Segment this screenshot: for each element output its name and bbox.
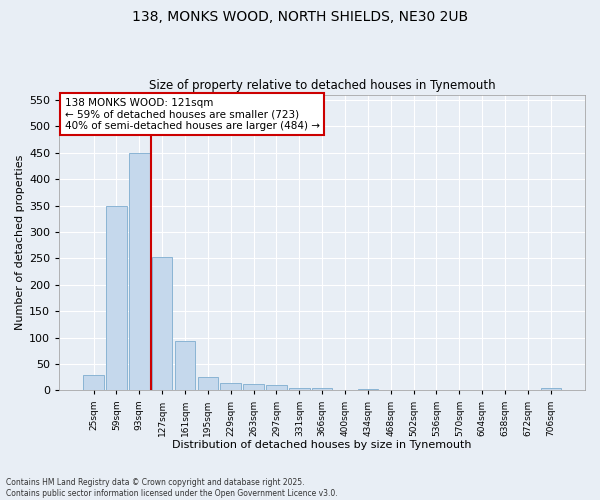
Y-axis label: Number of detached properties: Number of detached properties xyxy=(15,155,25,330)
Bar xyxy=(266,385,287,390)
Bar xyxy=(83,374,104,390)
Text: 138, MONKS WOOD, NORTH SHIELDS, NE30 2UB: 138, MONKS WOOD, NORTH SHIELDS, NE30 2UB xyxy=(132,10,468,24)
Title: Size of property relative to detached houses in Tynemouth: Size of property relative to detached ho… xyxy=(149,79,496,92)
Bar xyxy=(289,388,310,390)
Bar xyxy=(220,382,241,390)
Bar xyxy=(358,389,378,390)
Bar xyxy=(152,257,172,390)
Bar xyxy=(197,376,218,390)
Bar xyxy=(541,388,561,390)
Bar xyxy=(175,342,195,390)
Text: Contains HM Land Registry data © Crown copyright and database right 2025.
Contai: Contains HM Land Registry data © Crown c… xyxy=(6,478,338,498)
Bar xyxy=(243,384,264,390)
X-axis label: Distribution of detached houses by size in Tynemouth: Distribution of detached houses by size … xyxy=(172,440,472,450)
Bar xyxy=(129,152,149,390)
Bar xyxy=(312,388,332,390)
Text: 138 MONKS WOOD: 121sqm
← 59% of detached houses are smaller (723)
40% of semi-de: 138 MONKS WOOD: 121sqm ← 59% of detached… xyxy=(65,98,320,130)
Bar xyxy=(106,206,127,390)
